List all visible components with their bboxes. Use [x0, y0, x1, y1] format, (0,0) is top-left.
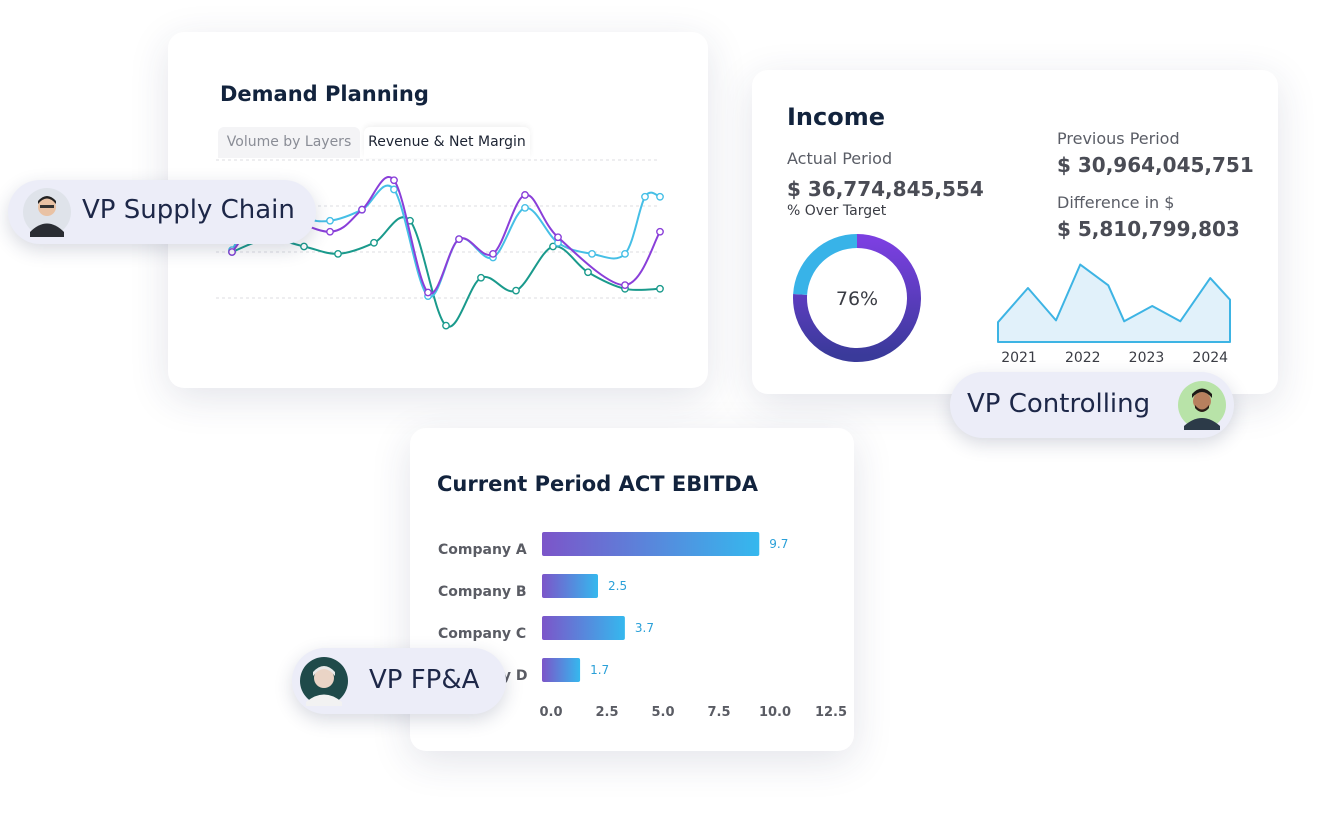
avatar	[300, 657, 348, 706]
point	[390, 185, 398, 194]
point	[656, 192, 664, 201]
x-tick-label: 7.5	[707, 705, 730, 720]
value-label: 1.7	[590, 663, 609, 677]
point	[424, 288, 432, 297]
point	[588, 249, 596, 258]
x-tick-label: 2021	[1001, 350, 1037, 366]
point	[477, 273, 485, 282]
x-tick-label: 10.0	[759, 705, 791, 720]
value-label: 9.7	[769, 537, 788, 551]
label: Difference in $	[1057, 193, 1175, 212]
category-label: Company C	[438, 626, 526, 642]
label: Previous Period	[1057, 129, 1180, 148]
x-tick-label: 5.0	[651, 705, 674, 720]
label: % Over Target	[787, 203, 887, 219]
point	[554, 233, 562, 242]
amount: $ 30,964,045,751	[1057, 153, 1254, 177]
point	[370, 238, 378, 247]
donut-slice	[793, 234, 921, 362]
bar	[542, 532, 760, 556]
point	[326, 216, 334, 225]
tab[interactable]: Volume by Layers	[218, 127, 360, 158]
badge-label: VP Supply Chain	[82, 195, 295, 225]
category-label: Company A	[438, 542, 527, 558]
point	[390, 176, 398, 185]
amount: $ 36,774,845,554	[787, 177, 984, 201]
point	[641, 192, 649, 201]
user-badge: VP Controlling	[950, 372, 1234, 438]
user-badge: VP Supply Chain	[8, 180, 316, 244]
x-tick-label: 2023	[1129, 350, 1165, 366]
label: Actual Period	[787, 149, 893, 168]
value-label: 2.5	[608, 579, 627, 593]
tab[interactable]: Revenue & Net Margin	[364, 127, 530, 158]
x-tick-label: 2.5	[595, 705, 618, 720]
badge-label: VP FP&A	[369, 665, 480, 695]
card-title: Demand Planning	[220, 82, 429, 106]
card-title: Income	[787, 103, 886, 131]
user-badge: VP FP&A	[292, 648, 506, 714]
point	[512, 286, 520, 295]
point	[334, 249, 342, 258]
bar	[542, 658, 581, 682]
point	[521, 203, 529, 212]
point	[326, 227, 334, 236]
avatar	[1178, 381, 1226, 430]
bar	[542, 574, 598, 598]
point	[656, 284, 664, 293]
value-label: 3.7	[635, 621, 654, 635]
badge-label: VP Controlling	[967, 389, 1151, 419]
point	[442, 321, 450, 330]
card-title: Current Period ACT EBITDA	[437, 472, 759, 496]
point	[521, 191, 529, 199]
point	[621, 281, 629, 290]
area	[997, 263, 1231, 343]
bar	[542, 616, 625, 640]
x-tick-label: 2022	[1065, 350, 1101, 366]
donut-label: 76%	[836, 288, 878, 310]
x-tick-label: 2024	[1192, 350, 1228, 366]
x-tick-label: 12.5	[815, 705, 847, 720]
point	[455, 235, 463, 244]
donut-slice	[793, 234, 858, 296]
point	[549, 242, 557, 251]
point	[656, 227, 664, 236]
point	[228, 248, 236, 256]
point	[300, 242, 308, 251]
point	[358, 205, 366, 214]
amount: $ 5,810,799,803	[1057, 217, 1240, 241]
x-tick-label: 0.0	[539, 705, 562, 720]
point	[584, 268, 592, 277]
point	[489, 249, 497, 258]
category-label: Company B	[438, 584, 527, 600]
point	[621, 249, 629, 258]
avatar	[23, 188, 71, 237]
